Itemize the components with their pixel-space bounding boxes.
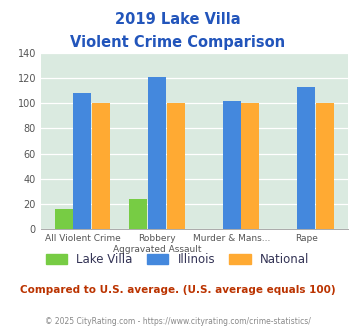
- Bar: [297, 87, 315, 229]
- Bar: [92, 103, 110, 229]
- Bar: [223, 101, 241, 229]
- Text: Violent Crime Comparison: Violent Crime Comparison: [70, 35, 285, 50]
- Text: 2019 Lake Villa: 2019 Lake Villa: [115, 12, 240, 26]
- Bar: [73, 93, 91, 229]
- Text: © 2025 CityRating.com - https://www.cityrating.com/crime-statistics/: © 2025 CityRating.com - https://www.city…: [45, 317, 310, 326]
- Bar: [316, 103, 334, 229]
- Bar: [55, 209, 73, 229]
- Text: Compared to U.S. average. (U.S. average equals 100): Compared to U.S. average. (U.S. average …: [20, 285, 335, 295]
- Bar: [241, 103, 259, 229]
- Legend: Lake Villa, Illinois, National: Lake Villa, Illinois, National: [41, 248, 314, 271]
- Bar: [148, 77, 166, 229]
- Bar: [130, 199, 147, 229]
- Bar: [167, 103, 185, 229]
